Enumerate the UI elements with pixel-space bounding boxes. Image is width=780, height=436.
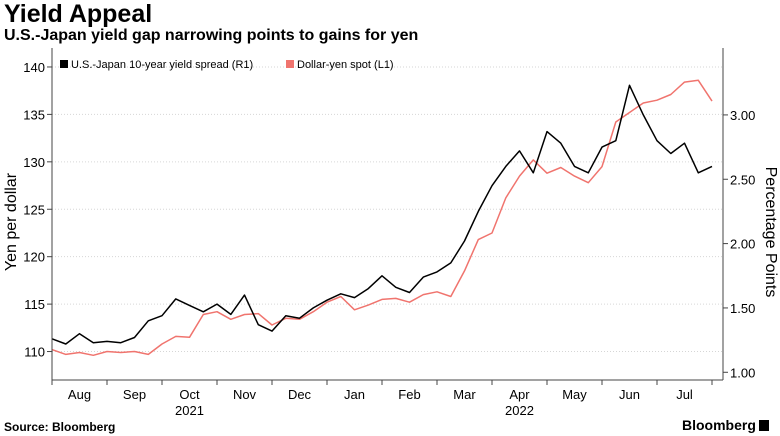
chart-subtitle: U.S.-Japan yield gap narrowing points to… [4,27,419,44]
x-tick-label: Sep [123,387,146,402]
source-note: Source: Bloomberg [4,420,116,434]
right-axis-label: Percentage Points [762,167,779,298]
x-tick-label: Nov [233,387,257,402]
brand-mark-icon [758,420,769,431]
x-tick-label: Dec [288,387,312,402]
brand-text: Bloomberg [682,417,756,433]
left-tick-label: 125 [23,202,45,217]
series-lines [51,79,713,357]
right-axis-ticks: 1.00 1.50 2.00 2.50 3.00 [723,108,755,380]
x-tick-label: Aug [68,387,91,402]
left-tick-label: 110 [24,345,45,360]
left-tick-label: 130 [23,155,45,170]
left-tick-label: 115 [24,297,45,312]
legend-swatch-spread [60,60,68,68]
left-tick-label: 120 [23,250,45,265]
legend-label-spread: U.S.-Japan 10-year yield spread (R1) [71,59,253,71]
x-tick-label: May [562,387,587,402]
x-tick-label: Feb [398,387,420,402]
right-tick-label: 3.00 [730,108,755,123]
x-tick-label: Jul [676,387,693,402]
x-axis-ticks: Aug Sep Oct Nov Dec Jan Feb Mar Apr May Jun Jul 2021… [51,380,713,418]
x-tick-label: Jan [344,387,365,402]
left-tick-label: 135 [23,107,45,122]
right-tick-label: 1.00 [730,365,755,380]
left-axis-ticks: 110 115 120 125 130 135 140 [23,60,52,360]
x-year-label: 2021 [175,403,204,418]
x-tick-label: Jun [619,387,640,402]
x-tick-label: Mar [453,387,476,402]
legend: U.S.-Japan 10-year yield spread (R1) Dol… [60,59,394,71]
left-tick-label: 140 [23,60,45,75]
right-tick-label: 1.50 [730,301,755,316]
chart-title: Yield Appeal [4,0,153,28]
series-line-dollar-yen [51,79,713,357]
x-year-label: 2022 [505,403,534,418]
right-tick-label: 2.00 [730,237,755,252]
x-tick-label: Oct [179,387,200,402]
brand-logo: Bloomberg [682,417,769,433]
legend-label-spot: Dollar-yen spot (L1) [297,59,394,71]
legend-swatch-spot [286,60,294,68]
right-tick-label: 2.50 [730,172,755,187]
grid-lines [52,66,723,353]
left-axis-label: Yen per dollar [3,172,20,271]
x-tick-label: Apr [509,387,530,402]
series-line-yield-spread [51,84,713,345]
